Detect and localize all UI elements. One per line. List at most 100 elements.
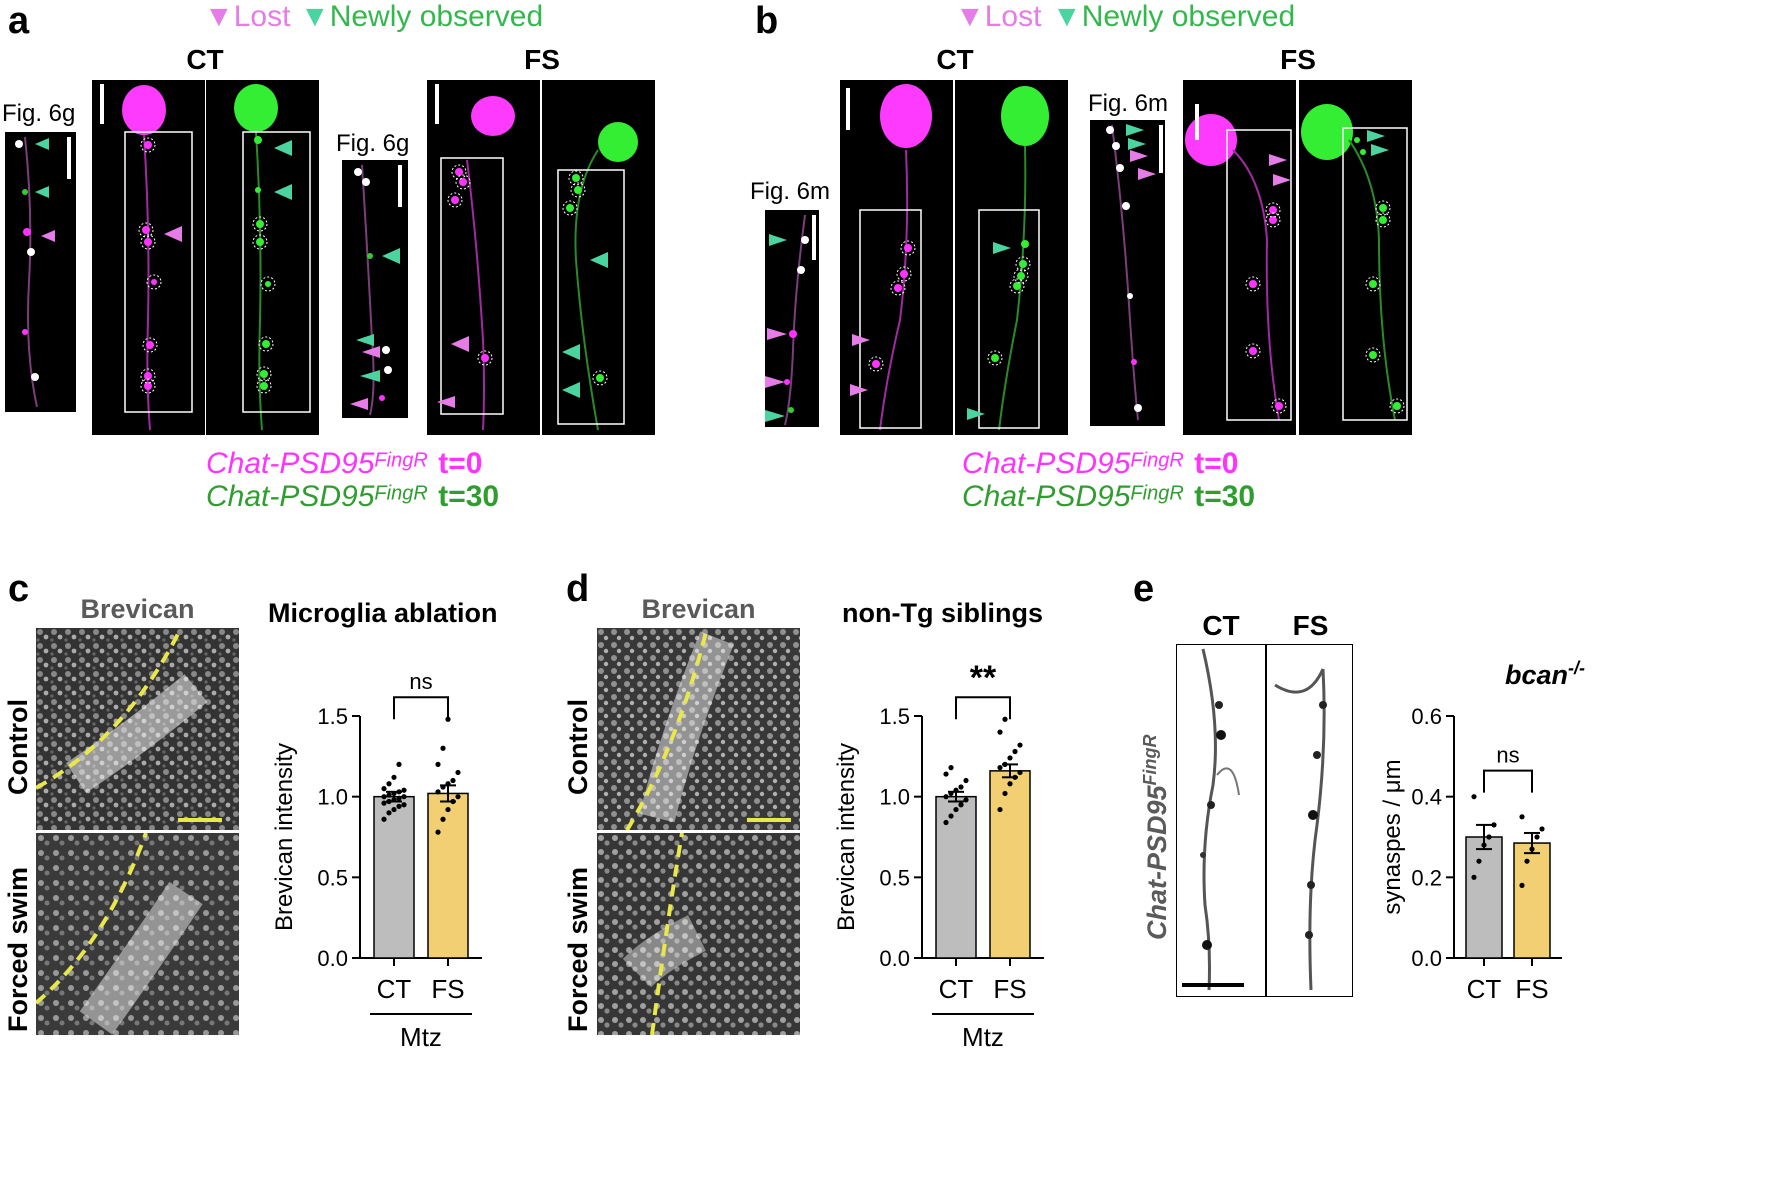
label-row-a1: Chat-PSD95FingR t=0 <box>206 447 483 480</box>
bar-fs <box>1513 842 1551 959</box>
data-point <box>391 774 397 780</box>
legend-new-b: ▼Newly observed <box>1052 0 1296 33</box>
data-point <box>1017 769 1023 776</box>
image-a-inset-fs <box>342 160 408 418</box>
label-row-a2: Chat-PSD95FingR t=30 <box>206 480 500 513</box>
image-a-fs-t0 <box>427 80 540 435</box>
group-label: Mtz <box>962 1022 1004 1048</box>
image-b-ct-t30 <box>955 80 1068 435</box>
image-title-d: Brevican <box>641 594 756 624</box>
figref-b2: Fig. 6m <box>1088 90 1169 117</box>
data-point <box>386 792 392 798</box>
image-b-inset-fs <box>1090 120 1165 426</box>
data-point <box>943 819 949 826</box>
y-tick-label: 1.0 <box>879 785 910 810</box>
data-point <box>440 784 446 790</box>
data-point <box>963 797 969 803</box>
figref-a1: Fig. 6g <box>2 100 76 127</box>
data-point <box>401 794 407 800</box>
chart-title-e: bcan-/- <box>1505 658 1586 690</box>
panel-letter-d: d <box>566 568 590 610</box>
x-tick-label: CT <box>939 974 974 1004</box>
y-tick-label: 0.0 <box>879 946 910 971</box>
data-point <box>381 816 387 822</box>
y-tick-label: 1.5 <box>317 704 348 729</box>
bar-ct <box>373 795 415 959</box>
data-point <box>1481 842 1487 848</box>
data-point <box>963 777 969 784</box>
title-ct-a: CT <box>186 44 224 75</box>
chart-d: 0.0 0.5 1.0 1.5 Brevican intensity CT FS ** Mtz <box>833 659 1044 1048</box>
data-point <box>1519 814 1525 820</box>
data-point <box>401 802 407 808</box>
title-ct-b: CT <box>936 44 974 75</box>
data-point <box>396 789 402 795</box>
row-label-c-control: Control <box>3 699 33 795</box>
data-point <box>1002 761 1008 767</box>
data-point <box>1007 755 1013 761</box>
data-point <box>386 798 392 805</box>
y-axis-label: Brevican intensity <box>271 743 298 931</box>
y-tick-label: 1.0 <box>317 785 348 810</box>
bar-ct <box>935 795 977 959</box>
image-d-control <box>597 628 800 830</box>
image-a-ct-t0 <box>92 80 205 435</box>
y-tick-label: 0.0 <box>317 946 348 971</box>
label-row-b2: Chat-PSD95FingR t=30 <box>962 480 1256 513</box>
data-point <box>386 781 392 787</box>
data-point <box>948 790 954 797</box>
data-point <box>1524 858 1530 864</box>
row-label-d-control: Control <box>563 699 593 795</box>
significance-bracket <box>955 696 1011 720</box>
data-point <box>943 794 949 800</box>
data-point <box>997 806 1003 813</box>
chart-title-c: Microglia ablation <box>268 598 498 628</box>
image-c-forced-swim <box>36 833 239 1035</box>
data-point <box>401 787 407 793</box>
panel-letter-b: b <box>755 0 779 42</box>
data-point <box>450 798 456 805</box>
significance-bracket <box>393 696 449 720</box>
data-point <box>396 795 402 801</box>
data-point <box>455 769 461 776</box>
data-point <box>943 771 949 777</box>
image-a-inset-ct <box>5 132 76 412</box>
data-point <box>1002 790 1008 797</box>
triangle-down-icon: ▼ <box>300 0 330 33</box>
title-fs-b: FS <box>1280 44 1316 75</box>
data-point <box>1486 834 1492 840</box>
row-label-d-forced-swim: Forced swim <box>563 866 593 1032</box>
data-point <box>958 784 964 790</box>
chart-e: 0.0 0.2 0.4 0.6 synaspes / μm CT FS ns <box>1379 704 1562 1004</box>
legend-lost-a: ▼Lost <box>204 0 291 33</box>
data-point <box>381 794 387 800</box>
data-point <box>997 765 1003 771</box>
data-point <box>1471 794 1477 800</box>
image-a-fs-t30 <box>542 80 655 435</box>
data-point <box>953 806 959 813</box>
bar-fs <box>427 792 469 959</box>
y-tick-label: 0.4 <box>1411 785 1442 810</box>
side-label-e: Chat-PSD95FingR <box>1140 734 1172 940</box>
image-d-forced-swim <box>597 833 800 1035</box>
image-b-ct-t0 <box>840 80 953 435</box>
data-point <box>958 802 964 808</box>
image-a-ct-t30 <box>206 80 319 435</box>
data-point <box>396 761 402 767</box>
data-point <box>1539 826 1545 832</box>
image-b-inset-ct <box>765 210 819 427</box>
panel-letter-a: a <box>8 0 30 42</box>
y-tick-label: 0.0 <box>1411 946 1442 971</box>
legend-new-a: ▼Newly observed <box>300 0 544 33</box>
data-point <box>997 729 1003 735</box>
image-e-ct <box>1176 644 1266 997</box>
bar-fs <box>989 770 1031 959</box>
y-tick-label: 0.2 <box>1411 865 1442 890</box>
data-point <box>948 813 954 819</box>
data-point <box>396 803 402 809</box>
data-point <box>953 787 959 793</box>
data-point <box>1476 858 1482 864</box>
title-fs-e: FS <box>1292 610 1329 641</box>
group-label: Mtz <box>400 1022 442 1048</box>
chart-c: 0.0 0.5 1.0 1.5 Brevican intensity CT FS ns Mtz <box>271 669 482 1048</box>
